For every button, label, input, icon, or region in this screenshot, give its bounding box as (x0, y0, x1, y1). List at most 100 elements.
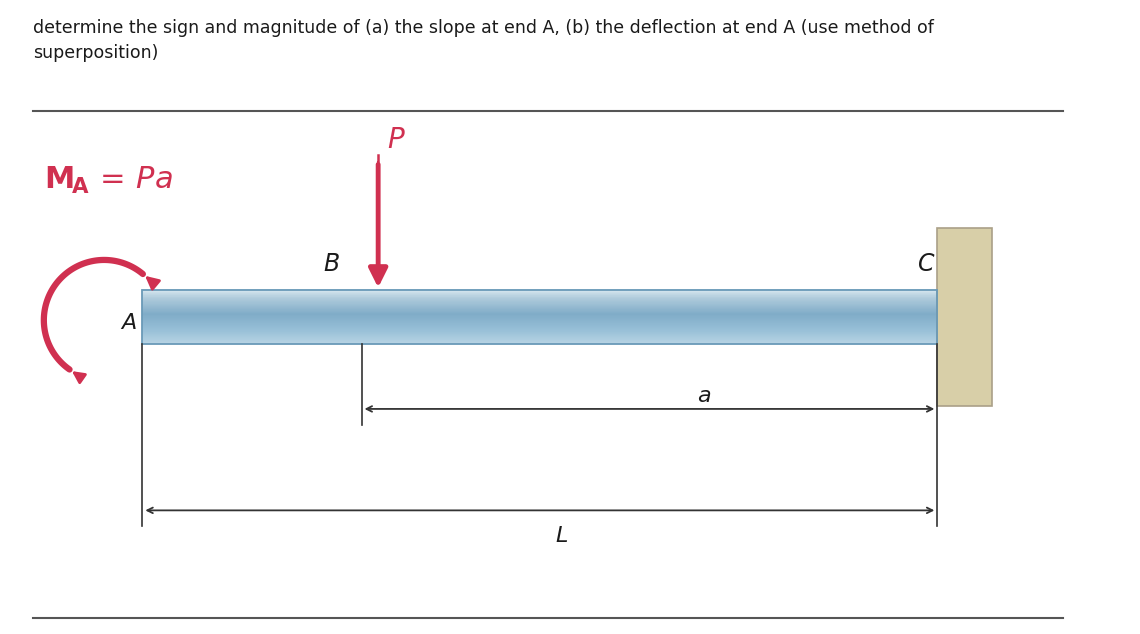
Bar (142, 339, 937, 340)
Bar (142, 340, 937, 341)
Text: $P$: $P$ (386, 126, 406, 154)
Bar (142, 290, 937, 292)
Bar (142, 337, 937, 339)
Bar (142, 295, 937, 297)
Bar (142, 328, 937, 329)
Bar (142, 317, 937, 318)
Bar (142, 332, 937, 333)
Bar (142, 299, 937, 300)
Bar (142, 321, 937, 322)
Bar (142, 335, 937, 337)
Bar (142, 324, 937, 325)
Bar (142, 307, 937, 308)
Bar (142, 313, 937, 314)
Text: $a$: $a$ (698, 385, 711, 406)
Bar (142, 328, 937, 330)
Bar (142, 318, 937, 320)
Bar (142, 308, 937, 309)
Text: determine the sign and magnitude of (a) the slope at end A, (b) the deflection a: determine the sign and magnitude of (a) … (33, 19, 934, 62)
Bar (142, 290, 937, 291)
Bar (142, 329, 937, 330)
Bar (142, 292, 937, 294)
Bar (142, 319, 937, 320)
Bar (142, 302, 937, 303)
Bar (142, 341, 937, 342)
Bar (142, 294, 937, 295)
Text: $A$: $A$ (120, 313, 137, 333)
Bar (142, 295, 937, 296)
Bar (142, 307, 937, 309)
Bar (142, 309, 937, 311)
Bar (142, 305, 937, 306)
Text: $\mathbf{M}_{\!\mathbf{A}}$$\,=\,Pa$: $\mathbf{M}_{\!\mathbf{A}}$$\,=\,Pa$ (43, 165, 173, 197)
Bar (142, 314, 937, 316)
Bar (142, 320, 937, 321)
Text: $B$: $B$ (323, 252, 340, 276)
Bar (142, 337, 937, 338)
Bar (142, 303, 937, 304)
Bar (142, 320, 937, 321)
Bar (142, 332, 937, 333)
Bar (142, 299, 937, 301)
Bar (142, 297, 937, 299)
Bar (142, 301, 937, 302)
Text: $L$: $L$ (555, 526, 569, 547)
Bar (142, 322, 937, 323)
Bar (937, 228, 992, 406)
Bar (142, 290, 937, 344)
Bar (142, 340, 937, 342)
Bar (142, 311, 937, 313)
Bar (142, 321, 937, 323)
Bar (142, 339, 937, 340)
Bar (142, 306, 937, 307)
Bar (142, 330, 937, 331)
Bar (142, 297, 937, 298)
Bar (142, 327, 937, 328)
Bar (142, 325, 937, 327)
Bar (142, 293, 937, 294)
Bar (142, 342, 937, 343)
Bar (142, 294, 937, 295)
Bar (142, 316, 937, 317)
Bar (142, 312, 937, 313)
Bar (142, 336, 937, 337)
Bar (142, 321, 937, 322)
Bar (142, 306, 937, 307)
Bar (142, 338, 937, 339)
Bar (142, 313, 937, 314)
Bar (142, 314, 937, 315)
Bar (142, 342, 937, 344)
Bar (142, 293, 937, 294)
Bar (142, 309, 937, 310)
Bar (142, 296, 937, 297)
Bar (142, 292, 937, 293)
Bar (142, 343, 937, 344)
Bar (142, 289, 937, 290)
Bar (142, 329, 937, 330)
Bar (142, 336, 937, 337)
Bar (142, 327, 937, 328)
Bar (142, 314, 937, 315)
Bar (142, 334, 937, 335)
Bar (142, 310, 937, 311)
Bar (142, 333, 937, 335)
Bar (142, 291, 937, 292)
Bar (142, 333, 937, 334)
Bar (142, 316, 937, 318)
Bar (142, 311, 937, 312)
Bar (142, 304, 937, 306)
Bar (142, 301, 937, 302)
Bar (142, 300, 937, 301)
Bar (142, 331, 937, 332)
Bar (142, 318, 937, 319)
Bar (142, 315, 937, 316)
Bar (142, 325, 937, 326)
Bar (142, 323, 937, 325)
Text: $C$: $C$ (917, 252, 936, 276)
Bar (142, 300, 937, 301)
Bar (142, 335, 937, 336)
Bar (142, 323, 937, 324)
Bar (142, 304, 937, 305)
Bar (142, 307, 937, 308)
Bar (142, 318, 937, 319)
